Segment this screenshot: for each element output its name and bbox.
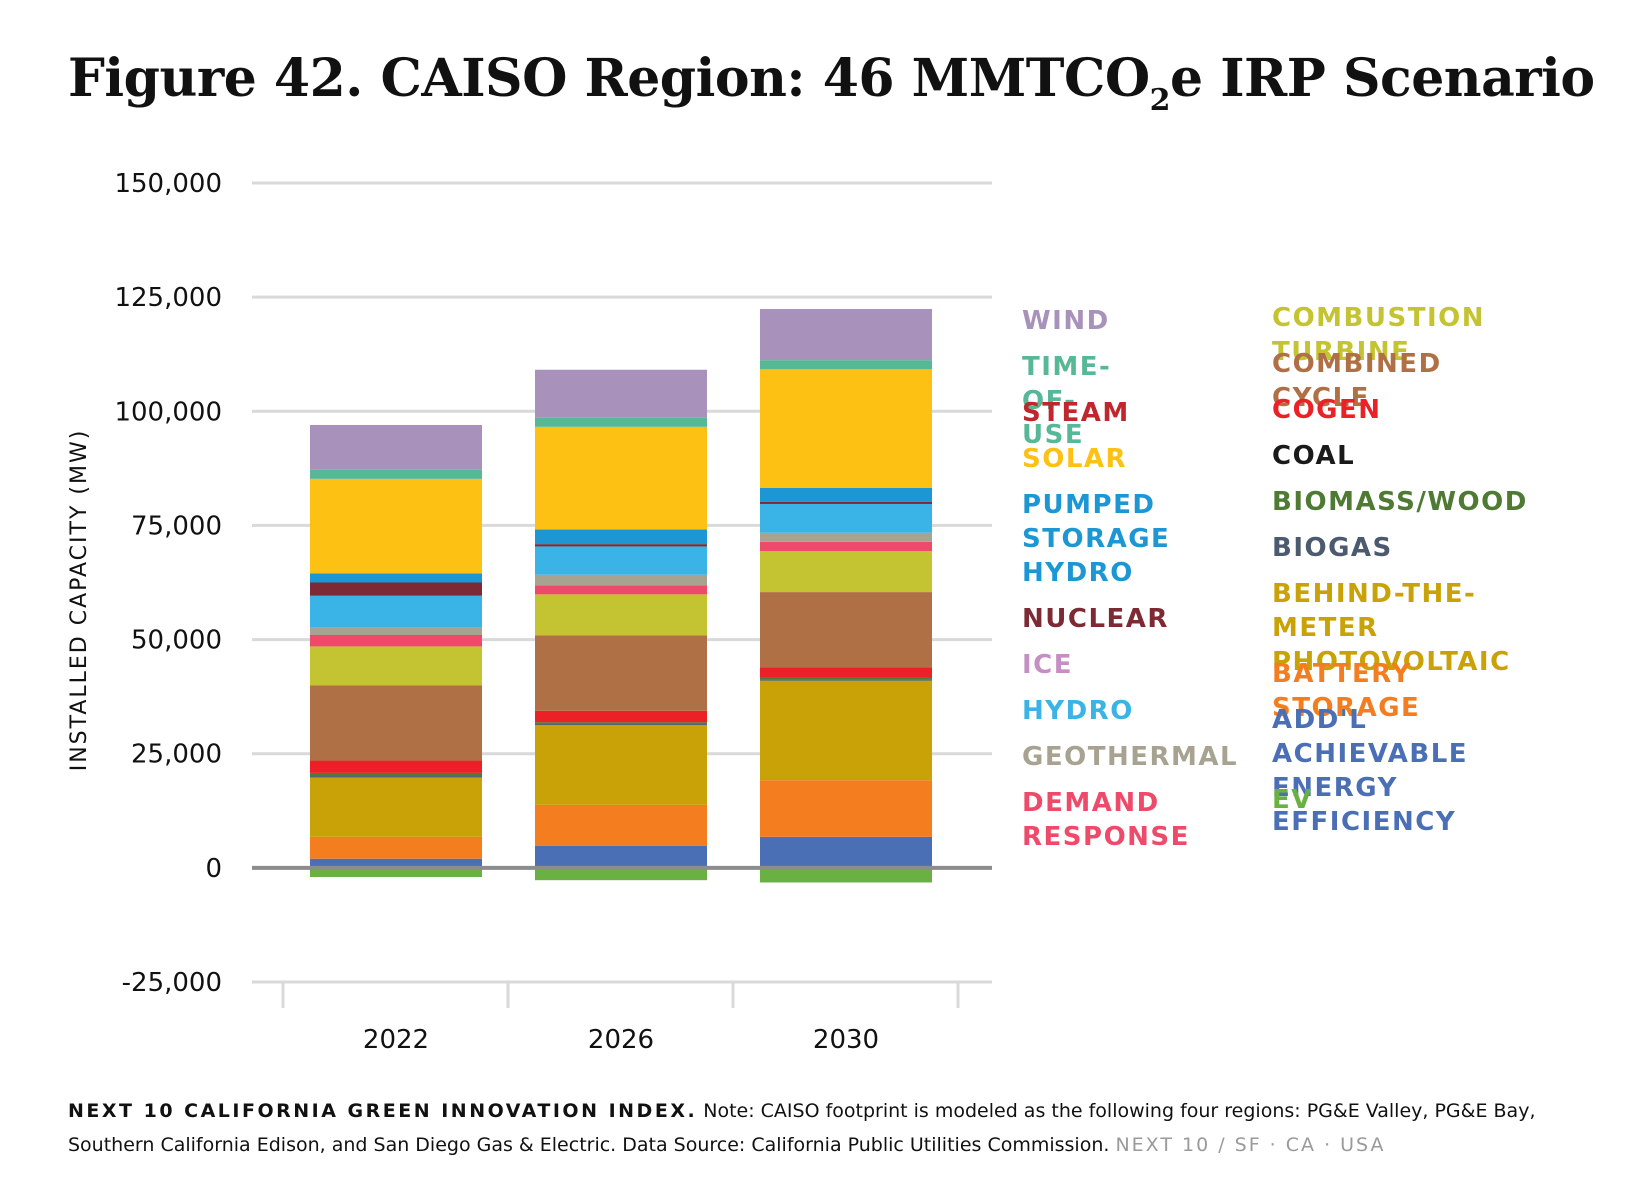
x-tick-label: 2030 [813, 1025, 879, 1055]
bar-segment-behind-the-meter-photovoltaic-2030 [760, 680, 932, 781]
bar-segment-geothermal-2030 [760, 532, 932, 542]
legend-item-coal: COAL [1272, 441, 1356, 471]
bar-segment-biogas-2030 [760, 679, 932, 681]
bar-segment-biomass-wood-2026 [535, 722, 707, 724]
bar-segment-biomass-wood-2022 [310, 772, 482, 777]
y-tick-label: 125,000 [114, 283, 222, 313]
bar-segment-solar-2022 [310, 478, 482, 574]
bar-segment-battery-storage-2022 [310, 836, 482, 859]
bar-stack-2026 [535, 369, 707, 881]
bar-segment-behind-the-meter-photovoltaic-2022 [310, 777, 482, 837]
bar-segment-battery-storage-2026 [535, 804, 707, 846]
legend-item-ev: EV [1272, 785, 1313, 815]
bar-segment-behind-the-meter-photovoltaic-2026 [535, 724, 707, 805]
legend-item-steam: STEAM [1022, 398, 1130, 428]
bar-segment-time-of-use-2026 [535, 417, 707, 427]
bar-segment-add-l-achievable-energy-efficiency-2026 [535, 845, 707, 868]
y-tick-label: 75,000 [131, 511, 222, 541]
bar-segment-demand-response-2026 [535, 585, 707, 595]
bar-segment-solar-2026 [535, 426, 707, 530]
bar-stacks [310, 309, 932, 883]
bar-segment-hydro-2026 [535, 546, 707, 575]
bar-segment-pumped-storage-hydro-2026 [535, 529, 707, 545]
bar-segment-demand-response-2030 [760, 541, 932, 551]
bar-segment-demand-response-2022 [310, 635, 482, 647]
y-tick-label: 50,000 [131, 626, 222, 656]
footer-note: NEXT 10 CALIFORNIA GREEN INNOVATION INDE… [68, 1094, 1608, 1162]
bar-segment-cogen-2022 [310, 760, 482, 773]
footer-text: Note: CAISO footprint is modeled as the … [68, 1100, 1536, 1156]
y-tick-label: 100,000 [114, 397, 222, 427]
stacked-bar-chart: -25,000 0 25,000 50,000 75,000 100,000 125,000… [67, 169, 992, 1055]
bar-segment-biogas-2026 [535, 723, 707, 725]
bar-segment-geothermal-2026 [535, 574, 707, 586]
legend-item-cogen: COGEN [1272, 395, 1382, 425]
bar-segment-pumped-storage-hydro-2022 [310, 573, 482, 583]
bar-segment-biogas-2022 [310, 776, 482, 778]
bar-segment-hydro-2030 [760, 503, 932, 533]
bar-segment-cogen-2030 [760, 667, 932, 678]
legend-item-wind: WIND [1022, 306, 1110, 336]
bar-segment-pumped-storage-hydro-2030 [760, 487, 932, 502]
y-axis-label: INSTALLED CAPACITY (MW) [67, 429, 92, 772]
legend-item-add-l-achievable-energy-efficiency: ADD'L ACHIEVABLE ENERGY EFFICIENCY [1272, 705, 1469, 837]
bar-segment-ev-2022 [310, 867, 482, 877]
y-tick-labels: -25,000 0 25,000 50,000 75,000 100,000 125,000… [114, 169, 222, 998]
footer-brand: NEXT 10 CALIFORNIA GREEN INNOVATION INDE… [68, 1100, 698, 1122]
y-tick-label: -25,000 [122, 968, 222, 998]
legend-item-time-of-use: TIME-OF-USE [1022, 352, 1112, 450]
legend-item-battery-storage: BATTERY STORAGE [1272, 659, 1421, 723]
legend-item-biogas: BIOGAS [1272, 533, 1393, 563]
bar-stack-2030 [760, 309, 932, 883]
bar-segment-wind-2030 [760, 309, 932, 361]
bar-segment-time-of-use-2022 [310, 469, 482, 479]
bar-segment-hydro-2022 [310, 595, 482, 628]
bar-segment-nuclear-2026 [535, 544, 707, 547]
bar-segment-combined-cycle-2026 [535, 635, 707, 711]
legend-item-geothermal: GEOTHERMAL [1022, 742, 1239, 772]
bar-stack-2022 [310, 424, 482, 877]
bar-segment-add-l-achievable-energy-efficiency-2022 [310, 858, 482, 868]
legend-item-demand-response: DEMAND RESPONSE [1022, 788, 1190, 852]
y-tick-label: 150,000 [114, 169, 222, 199]
bar-segment-combined-cycle-2030 [760, 592, 932, 668]
bar-segment-combustion-turbine-2022 [310, 646, 482, 686]
y-tick-label: 0 [205, 854, 222, 884]
bar-segment-geothermal-2022 [310, 627, 482, 636]
legend-item-hydro: HYDRO [1022, 696, 1134, 726]
bar-segment-combined-cycle-2022 [310, 685, 482, 761]
x-tick-labels: 2022 2026 2030 [363, 1025, 879, 1055]
legend-item-ice: ICE [1022, 650, 1074, 680]
legend-item-nuclear: NUCLEAR [1022, 604, 1169, 634]
bar-segment-wind-2026 [535, 369, 707, 418]
y-tick-label: 25,000 [131, 740, 222, 770]
legend-item-pumped-storage-hydro: PUMPED STORAGE HYDRO [1022, 490, 1171, 588]
legend-item-biomass-wood: BIOMASS/WOOD [1272, 487, 1528, 517]
bar-segment-biomass-wood-2030 [760, 677, 932, 680]
bar-segment-cogen-2026 [535, 710, 707, 723]
footer-tag: NEXT 10 / SF · CA · USA [1115, 1134, 1386, 1156]
x-tick-label: 2022 [363, 1025, 429, 1055]
bar-segment-battery-storage-2030 [760, 780, 932, 837]
bar-segment-time-of-use-2030 [760, 360, 932, 370]
bar-segment-wind-2022 [310, 424, 482, 470]
bar-segment-nuclear-2030 [760, 501, 932, 504]
axes [252, 865, 992, 1008]
bar-segment-combustion-turbine-2030 [760, 550, 932, 593]
bar-segment-add-l-achievable-energy-efficiency-2030 [760, 836, 932, 868]
legend-item-combined-cycle: COMBINED CYCLE [1272, 349, 1442, 413]
x-tick-label: 2026 [588, 1025, 654, 1055]
chart-title: Figure 42. CAISO Region: 46 MMTCO2e IRP … [68, 48, 1595, 118]
bar-segment-solar-2030 [760, 369, 932, 488]
bar-segment-ev-2026 [535, 867, 707, 881]
bar-segment-combustion-turbine-2026 [535, 594, 707, 636]
bar-segment-nuclear-2022 [310, 582, 482, 596]
legend-item-solar: SOLAR [1022, 444, 1128, 474]
legend-item-behind-the-meter-photovoltaic: BEHIND-THE-METER PHOTOVOLTAIC [1272, 579, 1511, 677]
legend-item-combustion-turbine: COMBUSTION TURBINE [1272, 303, 1485, 367]
bar-segment-ev-2030 [760, 867, 932, 883]
